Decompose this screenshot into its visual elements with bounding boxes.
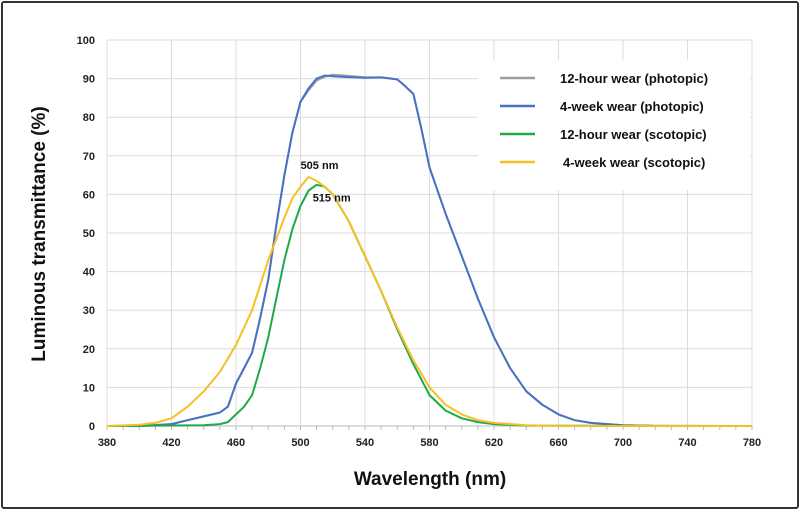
legend-label: 4-week wear (scotopic) xyxy=(563,155,705,170)
series-line-3 xyxy=(106,176,752,427)
x-axis-title: Wavelength (nm) xyxy=(354,469,506,490)
y-tick-label: 30 xyxy=(83,305,95,317)
legend: 12-hour wear (photopic) 4-week wear (phot… xyxy=(478,60,750,190)
y-tick-label: 50 xyxy=(83,228,95,240)
y-tick-label: 90 xyxy=(83,74,95,86)
y-tick-label: 20 xyxy=(83,344,95,356)
y-tick-label: 40 xyxy=(83,267,95,279)
peak-annotation: 515 nm xyxy=(313,193,351,205)
x-tick-label: 580 xyxy=(420,437,438,449)
series-lines xyxy=(106,73,753,427)
y-tick-label: 80 xyxy=(83,112,95,124)
y-tick-label: 10 xyxy=(83,382,95,394)
x-tick-label: 700 xyxy=(614,437,632,449)
peak-annotation: 505 nm xyxy=(301,160,339,172)
y-tick-label: 60 xyxy=(83,189,95,201)
y-tick-label: 0 xyxy=(89,421,95,433)
y-tick-label: 100 xyxy=(77,35,95,47)
legend-label: 12-hour wear (photopic) xyxy=(560,71,708,86)
tick-labels: 0 10 20 30 40 50 60 70 80 90 100 380 420 460 500 540 580… xyxy=(77,35,762,449)
x-tick-label: 740 xyxy=(678,437,696,449)
y-tick-label: 70 xyxy=(83,151,95,163)
legend-label: 4-week wear (photopic) xyxy=(560,99,704,114)
series-line-1 xyxy=(107,74,752,427)
x-tick-label: 660 xyxy=(549,437,567,449)
x-tick-label: 500 xyxy=(291,437,309,449)
x-tick-label: 420 xyxy=(162,437,180,449)
y-axis-title: Luminous transmittance (%) xyxy=(29,106,50,361)
legend-box xyxy=(478,60,750,190)
x-tick-label: 460 xyxy=(227,437,245,449)
x-tick-label: 540 xyxy=(356,437,374,449)
x-tick-label: 620 xyxy=(485,437,503,449)
annotations: 505 nm 515 nm xyxy=(301,160,351,205)
x-tick-label: 380 xyxy=(98,437,116,449)
series-line-2 xyxy=(106,183,753,427)
x-tick-label: 780 xyxy=(743,437,761,449)
legend-label: 12-hour wear (scotopic) xyxy=(560,127,707,142)
